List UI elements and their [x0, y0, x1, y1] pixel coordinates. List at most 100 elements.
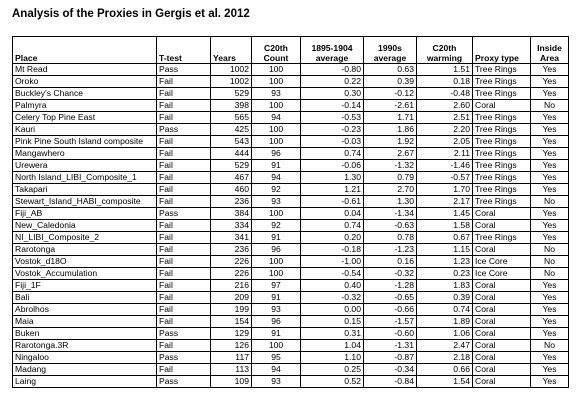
cell-1990s-average: 2.67 [363, 147, 417, 160]
cell-1990s-average: 0.39 [363, 75, 417, 88]
cell-proxy-type: Coral [472, 99, 531, 112]
cell-proxy-type: Coral [472, 291, 531, 304]
cell-years: 1002 [210, 75, 252, 88]
cell-1990s-average: 0.63 [363, 63, 417, 76]
cell-c20th-warming: 1.83 [416, 279, 473, 292]
cell-c20th-warming: 1.45 [416, 207, 473, 220]
cell-proxy-type: Tree Rings [472, 135, 531, 148]
cell-1990s-average: -0.12 [363, 87, 417, 100]
cell-proxy-type: Tree Rings [472, 147, 531, 160]
cell-inside-area: No [530, 195, 569, 208]
table-row: Celery Top Pine East Fail 565 94 -0.53 1.71 2.… [12, 111, 569, 124]
cell-1895-1904-average: -0.03 [300, 135, 364, 148]
cell-place: Vostok_d18O [12, 255, 157, 268]
cell-c20th-count: 91 [251, 327, 301, 340]
cell-proxy-type: Tree Rings [472, 75, 531, 88]
cell-1895-1904-average: 0.74 [300, 219, 364, 232]
cell-years: 565 [210, 111, 252, 124]
cell-t-test: Fail [156, 159, 211, 172]
cell-proxy-type: Ice Core [472, 267, 531, 280]
cell-c20th-count: 96 [251, 315, 301, 328]
cell-inside-area: Yes [530, 219, 569, 232]
cell-years: 226 [210, 255, 252, 268]
table-row: North Island_LIBI_Composite_1 Fail 467 94 1.… [12, 171, 569, 184]
cell-years: 398 [210, 99, 252, 112]
cell-inside-area: No [530, 267, 569, 280]
cell-t-test: Fail [156, 243, 211, 256]
cell-1895-1904-average: 0.74 [300, 147, 364, 160]
cell-inside-area: Yes [530, 183, 569, 196]
cell-c20th-count: 100 [251, 267, 301, 280]
cell-1990s-average: -0.66 [363, 303, 417, 316]
cell-1895-1904-average: 1.30 [300, 171, 364, 184]
cell-1895-1904-average: 0.15 [300, 315, 364, 328]
cell-c20th-count: 93 [251, 195, 301, 208]
cell-t-test: Fail [156, 279, 211, 292]
cell-place: Takapari [12, 183, 157, 196]
cell-years: 543 [210, 135, 252, 148]
cell-inside-area: Yes [530, 171, 569, 184]
cell-t-test: Fail [156, 315, 211, 328]
cell-1990s-average: 0.79 [363, 171, 417, 184]
cell-c20th-count: 91 [251, 159, 301, 172]
column-header-proxy-type: Proxy type [472, 36, 531, 64]
cell-c20th-warming: -0.57 [416, 171, 473, 184]
cell-proxy-type: Tree Rings [472, 195, 531, 208]
cell-t-test: Fail [156, 231, 211, 244]
cell-years: 529 [210, 87, 252, 100]
table-row: Ningaloo Pass 117 95 1.10 -0.87 2.18 Coral Yes [12, 351, 569, 364]
cell-c20th-warming: -0.48 [416, 87, 473, 100]
cell-t-test: Pass [156, 351, 211, 364]
cell-inside-area: Yes [530, 63, 569, 76]
cell-place: Stewart_Island_HABI_composite [12, 195, 157, 208]
cell-proxy-type: Tree Rings [472, 111, 531, 124]
cell-inside-area: Yes [530, 75, 569, 88]
cell-place: Palmyra [12, 99, 157, 112]
cell-proxy-type: Coral [472, 219, 531, 232]
cell-c20th-count: 95 [251, 351, 301, 364]
cell-proxy-type: Coral [472, 339, 531, 352]
cell-1990s-average: -0.34 [363, 363, 417, 376]
column-header-t-test: T-test [156, 36, 211, 64]
cell-t-test: Fail [156, 147, 211, 160]
cell-t-test: Fail [156, 255, 211, 268]
cell-c20th-warming: 1.54 [416, 375, 473, 388]
cell-1990s-average: -1.32 [363, 159, 417, 172]
cell-c20th-warming: 0.39 [416, 291, 473, 304]
cell-years: 341 [210, 231, 252, 244]
table-row: Mangawhero Fail 444 96 0.74 2.67 2.11 Tree Ring… [12, 147, 569, 160]
cell-years: 236 [210, 243, 252, 256]
table-row: Rarotonga Fail 236 96 -0.18 -1.23 1.15 Coral No [12, 243, 569, 256]
cell-inside-area: Yes [530, 147, 569, 160]
cell-1895-1904-average: 0.00 [300, 303, 364, 316]
cell-1895-1904-average: -0.06 [300, 159, 364, 172]
cell-1990s-average: -0.63 [363, 219, 417, 232]
table-row: Buken Pass 129 91 0.31 -0.60 1.06 Coral Yes [12, 327, 569, 340]
cell-place: Rarotonga [12, 243, 157, 256]
cell-1895-1904-average: 1.21 [300, 183, 364, 196]
cell-c20th-warming: 2.05 [416, 135, 473, 148]
cell-1895-1904-average: 1.10 [300, 351, 364, 364]
cell-inside-area: No [530, 255, 569, 268]
cell-c20th-count: 91 [251, 291, 301, 304]
table-row: Stewart_Island_HABI_composite Fail 236 93 -0… [12, 195, 569, 208]
cell-place: North Island_LIBI_Composite_1 [12, 171, 157, 184]
cell-inside-area: Yes [530, 123, 569, 136]
cell-proxy-type: Tree Rings [472, 63, 531, 76]
table-row: Laing Pass 109 93 0.52 -0.84 1.54 Coral Yes [12, 375, 569, 388]
cell-years: 529 [210, 159, 252, 172]
cell-c20th-count: 100 [251, 207, 301, 220]
cell-place: Rarotonga.3R [12, 339, 157, 352]
table-row: Abrolhos Fail 199 93 0.00 -0.66 0.74 Coral Yes [12, 303, 569, 316]
cell-proxy-type: Tree Rings [472, 123, 531, 136]
cell-c20th-count: 100 [251, 339, 301, 352]
table-row: Urewera Fail 529 91 -0.06 -1.32 -1.46 Tree Ring… [12, 159, 569, 172]
cell-t-test: Fail [156, 171, 211, 184]
cell-c20th-warming: 1.70 [416, 183, 473, 196]
cell-c20th-count: 100 [251, 99, 301, 112]
table-row: Vostok_Accumulation Fail 226 100 -0.54 -0.32 0… [12, 267, 569, 280]
cell-c20th-warming: 1.51 [416, 63, 473, 76]
cell-place: Bali [12, 291, 157, 304]
cell-inside-area: Yes [530, 363, 569, 376]
table-row: Buckley's Chance Fail 529 93 0.30 -0.12 -0.48 T… [12, 87, 569, 100]
